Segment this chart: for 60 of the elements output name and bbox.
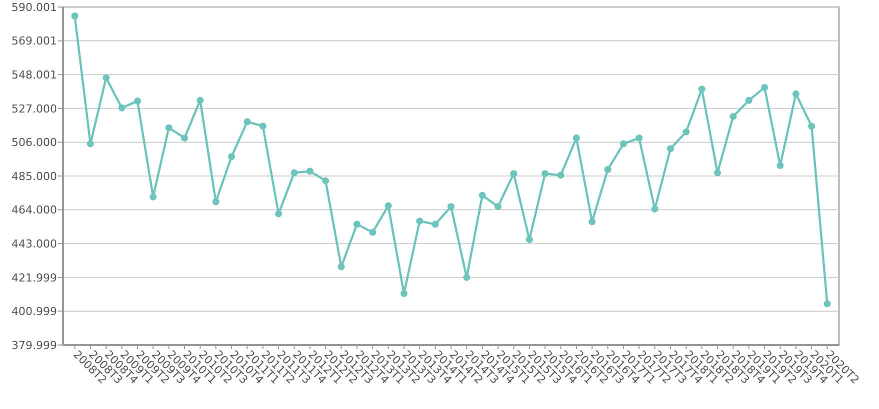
point [212, 198, 220, 206]
point [244, 118, 251, 126]
y-tick-label: 569.001 [12, 34, 57, 48]
point [808, 122, 816, 130]
point [542, 170, 549, 178]
point [102, 74, 110, 82]
point [792, 90, 800, 98]
point [636, 134, 643, 142]
point [651, 205, 658, 212]
point [698, 86, 706, 93]
point [666, 145, 674, 152]
point [494, 203, 502, 210]
y-tick-label: 464.000 [12, 204, 57, 217]
point [290, 169, 298, 176]
y-tick-label: 485.000 [12, 170, 57, 183]
point [196, 96, 204, 104]
point [463, 274, 470, 281]
point [134, 97, 141, 104]
point [416, 218, 424, 225]
point [165, 124, 172, 132]
point [510, 170, 518, 178]
y-tick-label: 548.001 [12, 68, 57, 82]
y-tick-label: 400.999 [12, 305, 57, 318]
point [338, 263, 345, 270]
y-tick-label: 443.000 [12, 237, 57, 250]
point [448, 203, 454, 210]
point [682, 128, 690, 136]
point [180, 134, 188, 142]
point [824, 300, 831, 308]
point [259, 122, 266, 130]
y-tick-label: 421.999 [12, 271, 57, 284]
y-tick-label: 379.999 [12, 338, 57, 352]
point [714, 169, 722, 176]
y-tick-label: 506.000 [12, 136, 57, 150]
point [275, 210, 282, 218]
point [761, 84, 768, 91]
point [400, 290, 408, 297]
point [620, 140, 627, 148]
point [306, 168, 314, 175]
point [526, 236, 533, 244]
point [557, 172, 564, 179]
y-tick-label: 527.000 [12, 102, 57, 116]
point [384, 202, 392, 210]
point [353, 220, 360, 228]
point [71, 12, 78, 20]
point [572, 134, 580, 142]
point [745, 96, 752, 104]
point [369, 228, 376, 236]
point [150, 193, 157, 200]
point [588, 218, 596, 226]
point [118, 104, 126, 112]
point [86, 140, 94, 148]
point [228, 153, 236, 160]
y-tick-label: 590.001 [12, 0, 57, 14]
point [730, 112, 737, 120]
point [776, 162, 784, 170]
point [322, 177, 330, 184]
point [478, 192, 486, 199]
point [432, 220, 439, 228]
point [604, 166, 612, 174]
